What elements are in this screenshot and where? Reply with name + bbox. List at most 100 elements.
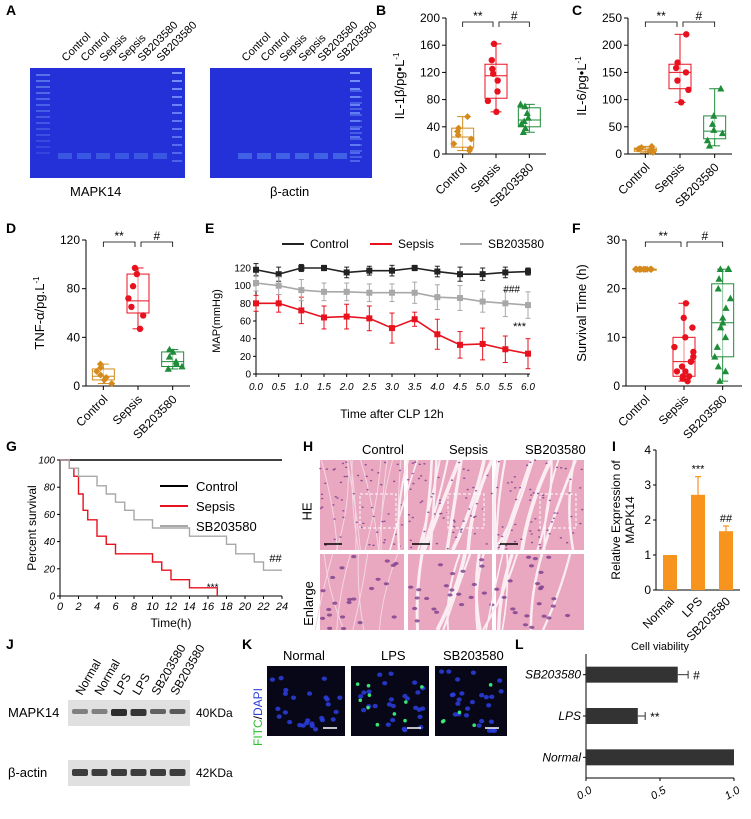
nucleus (419, 501, 422, 504)
nucleus (319, 616, 326, 620)
significance-bracket (644, 21, 678, 27)
dapi-nucleus (324, 697, 330, 702)
data-point-sb203580 (713, 343, 721, 350)
dapi-nucleus (361, 690, 367, 695)
series-point-sb203580 (525, 302, 531, 309)
data-point-sepsis (494, 77, 501, 84)
dapi-nucleus (333, 709, 339, 715)
dapi-nucleus (497, 678, 503, 683)
panel-b-chart: 0 40 80 120 160 200 IL-1β/pg•L-1 Control Sepsis S… (376, 0, 571, 218)
nucleus (357, 621, 363, 625)
nucleus (469, 514, 473, 517)
series-point-sepsis (253, 300, 259, 307)
y-tick-label: 80 (67, 282, 81, 296)
panel-g-chart: 0 20 40 60 80 100 0 2 4 6 8 10 12 14 16 18 20 22 24 Time(h)… (0, 436, 300, 636)
blot-band (91, 769, 108, 776)
nucleus (530, 541, 534, 544)
nucleus (538, 570, 544, 575)
y-tick-label: 200 (602, 38, 622, 52)
gel-2-lane-band (257, 153, 271, 159)
dapi-nucleus (446, 669, 452, 674)
data-point-sepsis (139, 312, 147, 319)
series-point-sb203580 (479, 298, 486, 305)
y-tick-label: 0 (73, 379, 80, 393)
nucleus (579, 487, 582, 489)
data-point-sb203580 (520, 117, 528, 125)
nucleus (365, 475, 368, 478)
gel-2-ladder-band (350, 152, 360, 154)
nucleus (392, 480, 396, 483)
gel-2-smear-band (350, 102, 362, 104)
nucleus (518, 486, 522, 489)
nucleus (580, 468, 583, 471)
data-point-control (454, 131, 462, 139)
nucleus (342, 509, 345, 512)
nucleus (536, 492, 540, 495)
data-point-sb203580 (715, 275, 723, 282)
h-col-label-control: Control (362, 442, 404, 457)
significance-label: # (701, 229, 708, 243)
nucleus (326, 613, 333, 617)
nucleus (346, 600, 352, 605)
nucleus (340, 626, 347, 631)
series-point-sb203580 (389, 289, 395, 296)
data-point-sb203580 (521, 102, 529, 110)
data-point-sb203580 (178, 362, 186, 370)
legend-label-control: Control (310, 237, 349, 251)
dapi-nucleus (489, 694, 495, 700)
gel-1-ladder-band (172, 96, 182, 98)
nucleus (507, 579, 513, 583)
series-point-control (298, 265, 305, 271)
gel-2-smear-band (350, 96, 362, 98)
y-tick-label: SB203580 (525, 668, 581, 682)
dapi-nucleus (312, 727, 319, 732)
nucleus (530, 521, 533, 523)
gel-2-ladder-band (350, 80, 360, 82)
dapi-nucleus (309, 721, 315, 726)
tissue-fiber (520, 459, 553, 551)
gel-2-lane-band (314, 153, 328, 159)
data-point-sepsis (677, 99, 685, 106)
nucleus (453, 521, 456, 523)
series-point-sb203580 (321, 288, 327, 295)
nucleus (452, 519, 456, 522)
nucleus (475, 502, 479, 505)
dapi-nucleus (490, 728, 496, 733)
nucleus (375, 577, 381, 581)
data-point-control (648, 146, 656, 154)
nucleus (391, 615, 397, 619)
tissue-fiber (466, 459, 494, 551)
x-tick-label: 12 (165, 601, 177, 613)
data-point-sepsis (682, 334, 689, 341)
panel-label-l: L (515, 636, 524, 652)
nucleus (459, 529, 463, 531)
data-point-sepsis (682, 69, 690, 76)
nucleus (537, 536, 541, 538)
series-point-control (411, 265, 418, 271)
panel-label-i: I (612, 438, 616, 454)
nucleus (515, 498, 518, 501)
series-point-sb203580 (411, 289, 418, 296)
nucleus (505, 548, 508, 550)
gel-2-ladder-band (350, 160, 360, 162)
zoom-box (359, 493, 397, 529)
y-axis-label: TNF-α/pg.L-1 (32, 276, 47, 350)
data-point-sb203580 (710, 112, 718, 119)
nucleus (434, 610, 440, 614)
nucleus (551, 597, 557, 601)
fitc-signal (472, 723, 476, 728)
tissue-fiber (492, 459, 501, 551)
data-point-control (632, 265, 640, 273)
k-col-label-normal: Normal (283, 648, 325, 663)
tissue-fiber (485, 553, 504, 631)
x-tick-label: 4 (94, 601, 100, 613)
x-tick-label: 0.0 (249, 382, 263, 393)
x-tick-label: 14 (183, 601, 195, 613)
gel-1-smear-band (36, 98, 50, 100)
blot-band (130, 769, 147, 776)
blot-band (111, 709, 127, 716)
dapi-nucleus (319, 717, 326, 723)
series-point-control (479, 271, 486, 278)
data-point-sepsis (684, 377, 691, 385)
